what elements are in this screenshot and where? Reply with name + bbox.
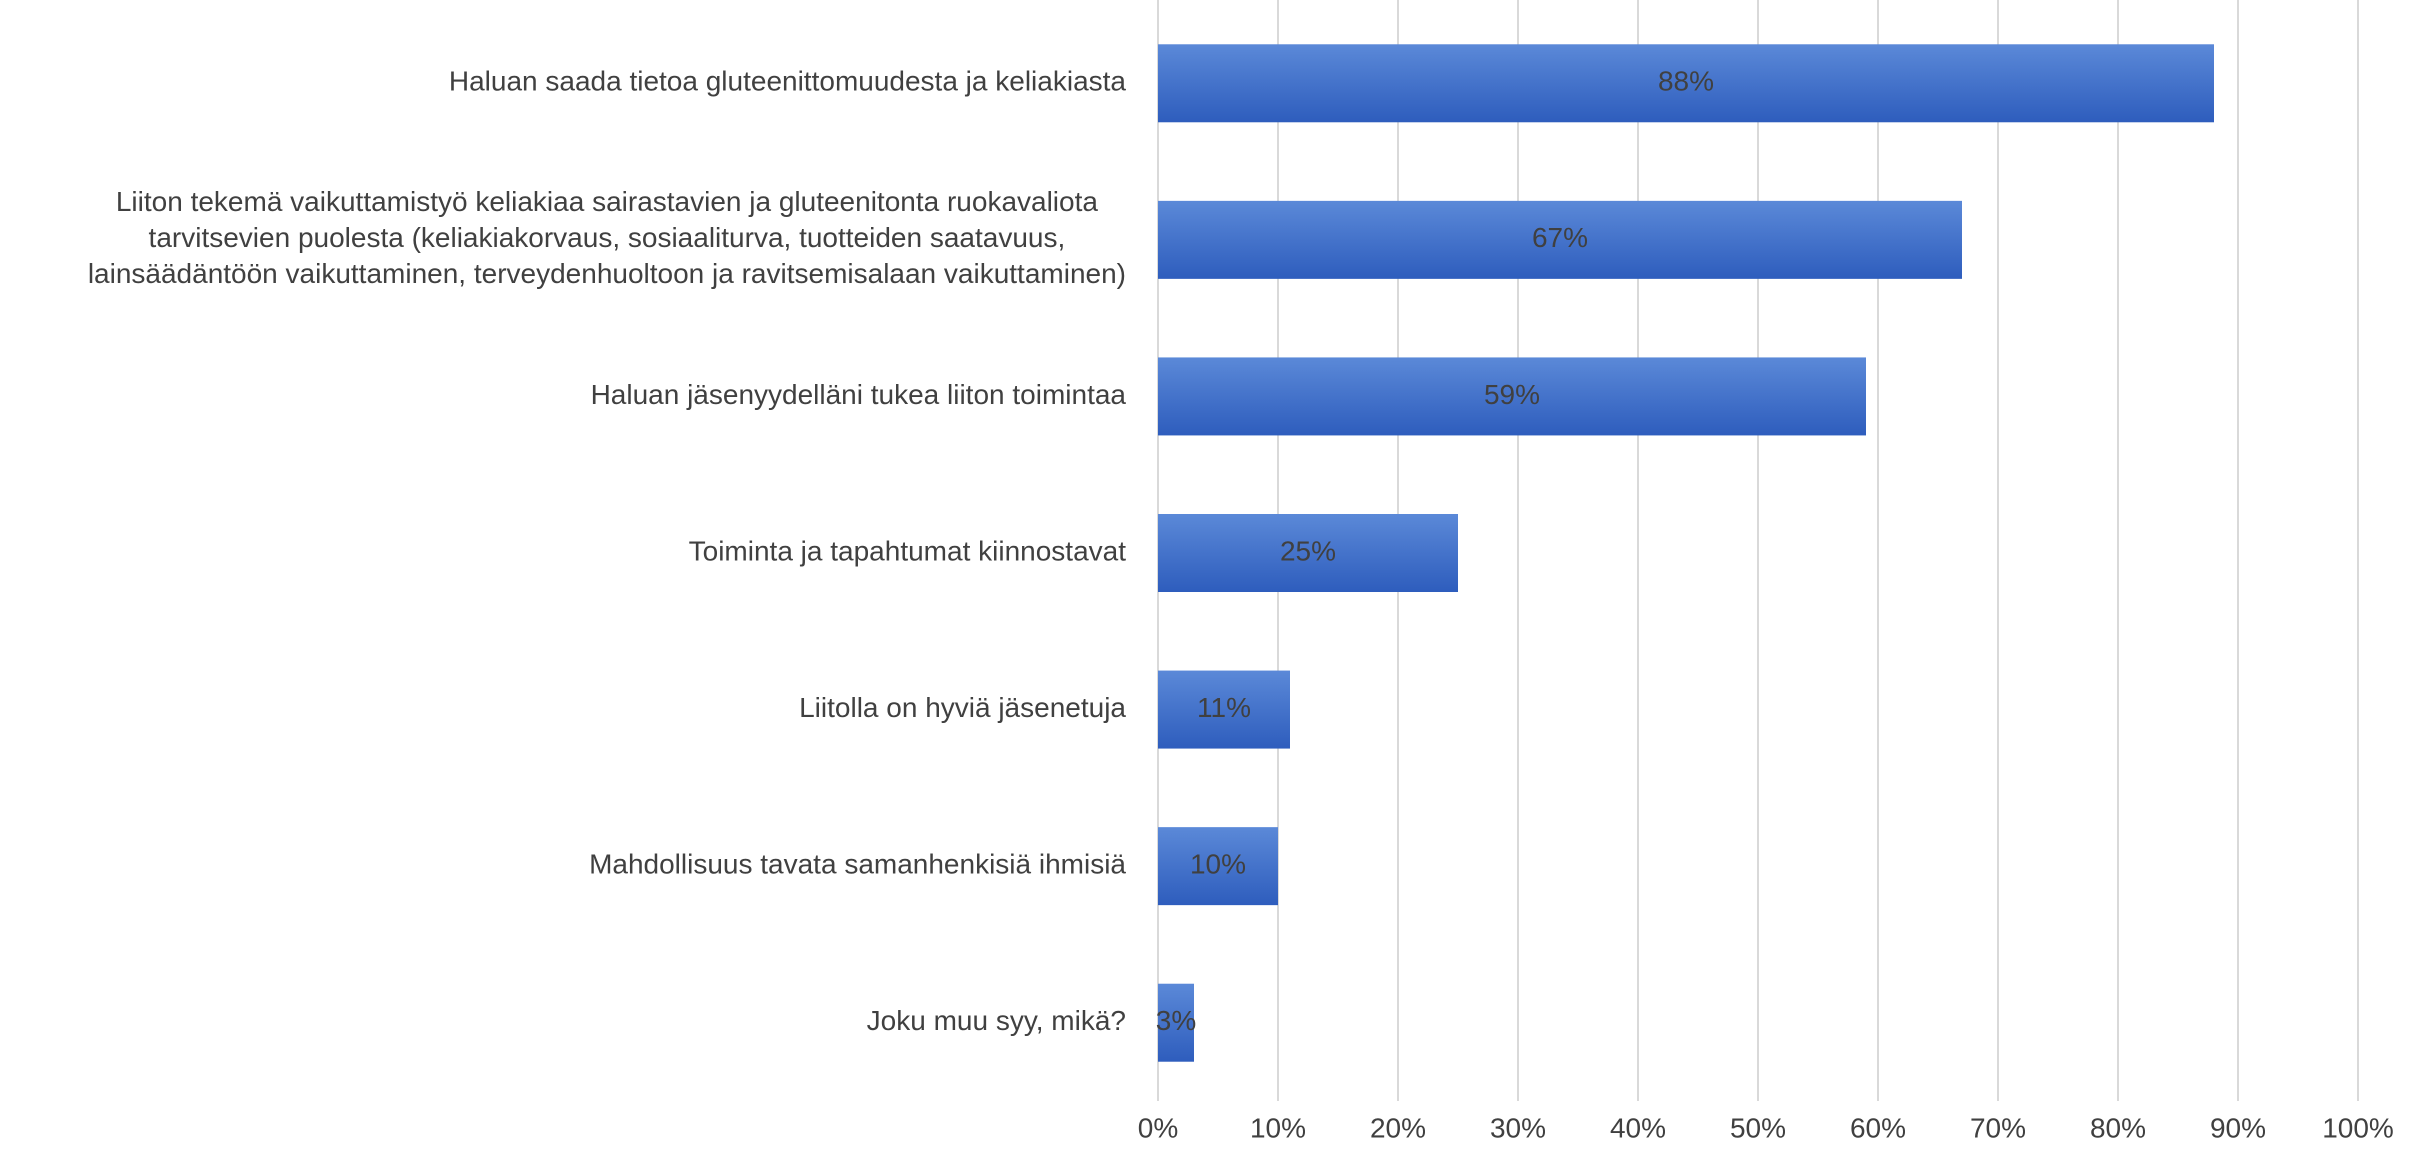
data-label: 11% (1197, 692, 1251, 723)
bar (1158, 670, 1290, 749)
x-tick-label: 50% (1730, 1112, 1786, 1143)
y-tick-label: Haluan saada tietoa gluteenittomuudesta … (449, 66, 1127, 97)
x-tick-label: 20% (1370, 1112, 1426, 1143)
y-tick-label: Toiminta ja tapahtumat kiinnostavat (689, 535, 1127, 566)
data-label: 67% (1532, 222, 1588, 253)
bar (1158, 827, 1278, 906)
y-tick-label: Haluan jäsenyydelläni tukea liiton toimi… (591, 379, 1127, 410)
x-tick-label: 40% (1610, 1112, 1666, 1143)
x-tick-label: 80% (2090, 1112, 2146, 1143)
bar (1158, 983, 1194, 1062)
x-tick-label: 30% (1490, 1112, 1546, 1143)
x-tick-label: 10% (1250, 1112, 1306, 1143)
data-label: 25% (1280, 535, 1336, 566)
bar (1158, 514, 1458, 592)
x-tick-label: 100% (2322, 1112, 2394, 1143)
y-tick-label: Liiton tekemä vaikuttamistyö keliakiaa s… (88, 186, 1126, 289)
x-tick-label: 90% (2210, 1112, 2266, 1143)
x-tick-label: 70% (1970, 1112, 2026, 1143)
data-label: 59% (1484, 379, 1540, 410)
data-label: 88% (1658, 66, 1714, 97)
x-tick-label: 0% (1138, 1112, 1178, 1143)
bar (1158, 357, 1866, 436)
y-tick-label: Liitolla on hyviä jäsenetuja (799, 692, 1126, 723)
y-tick-label: Mahdollisuus tavata samanhenkisiä ihmisi… (589, 849, 1126, 880)
bar (1158, 200, 1962, 279)
data-label: 3% (1156, 1005, 1196, 1036)
data-label: 10% (1190, 849, 1246, 880)
bar (1158, 44, 2214, 123)
x-tick-label: 60% (1850, 1112, 1906, 1143)
y-tick-label: Joku muu syy, mikä? (867, 1005, 1126, 1036)
